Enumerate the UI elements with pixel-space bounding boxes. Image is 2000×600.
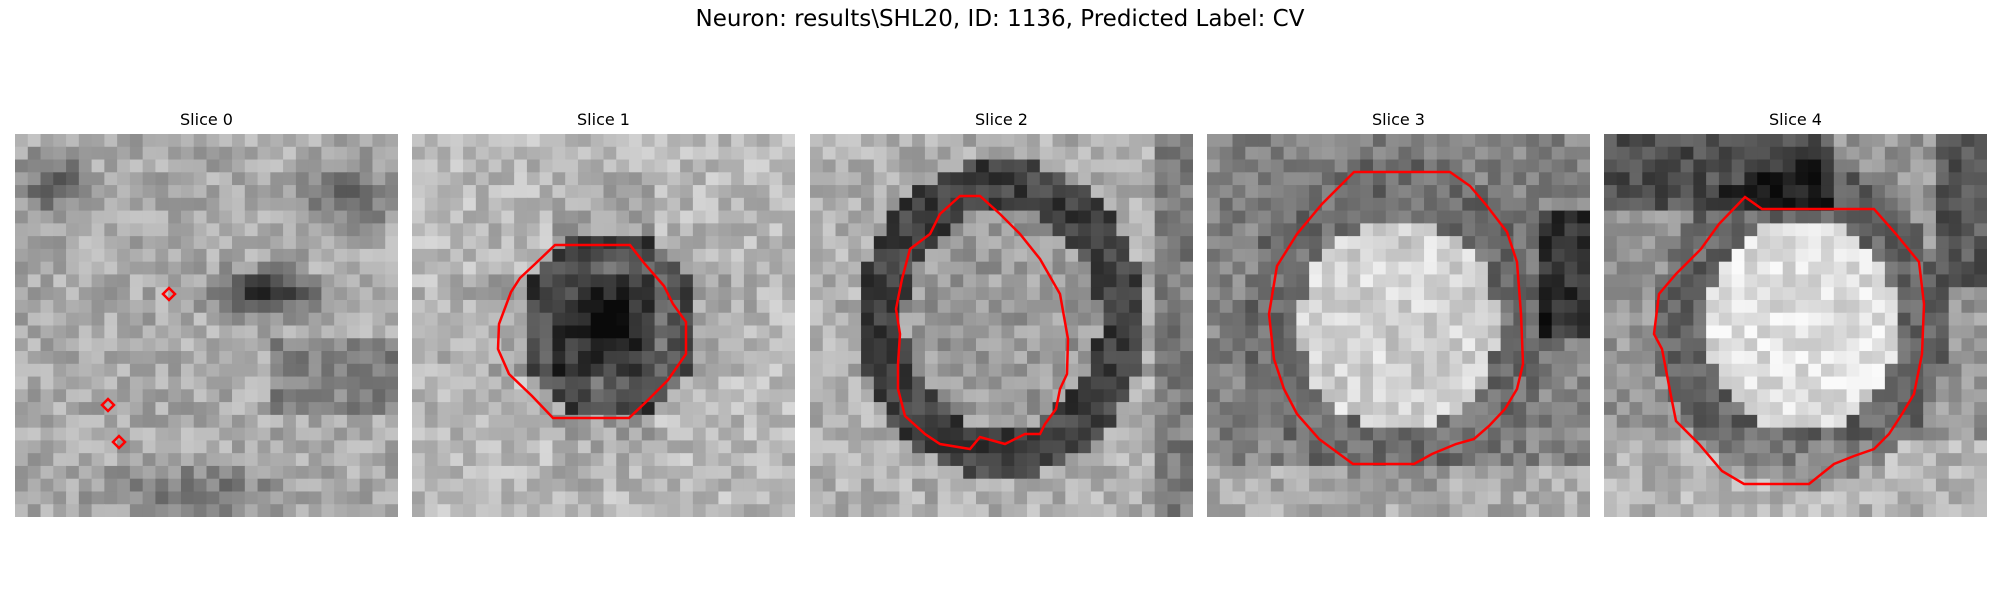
panel-title-slice-4: Slice 4 xyxy=(1769,110,1822,129)
grayscale-image xyxy=(810,134,1193,517)
figure-title: Neuron: results\SHL20, ID: 1136, Predict… xyxy=(695,6,1305,32)
point-markers xyxy=(100,286,177,450)
grayscale-image xyxy=(15,134,398,517)
segmentation-contour xyxy=(1652,195,1926,486)
image-slice-0 xyxy=(15,134,398,517)
segmentation-contour xyxy=(496,243,688,420)
image-slice-4 xyxy=(1604,134,1987,517)
image-slice-1 xyxy=(412,134,795,517)
point-marker xyxy=(111,434,127,450)
panel-title-slice-0: Slice 0 xyxy=(180,110,233,129)
panel-title-slice-1: Slice 1 xyxy=(577,110,630,129)
image-slice-3 xyxy=(1207,134,1590,517)
point-marker xyxy=(100,397,116,413)
point-marker xyxy=(161,286,177,302)
panel-title-slice-2: Slice 2 xyxy=(975,110,1028,129)
grayscale-image xyxy=(412,134,795,517)
grayscale-image xyxy=(1207,134,1590,517)
panel-title-slice-3: Slice 3 xyxy=(1372,110,1425,129)
segmentation-contour xyxy=(894,194,1070,451)
grayscale-image xyxy=(1604,134,1987,517)
image-slice-2 xyxy=(810,134,1193,517)
segmentation-contour xyxy=(1267,170,1525,466)
